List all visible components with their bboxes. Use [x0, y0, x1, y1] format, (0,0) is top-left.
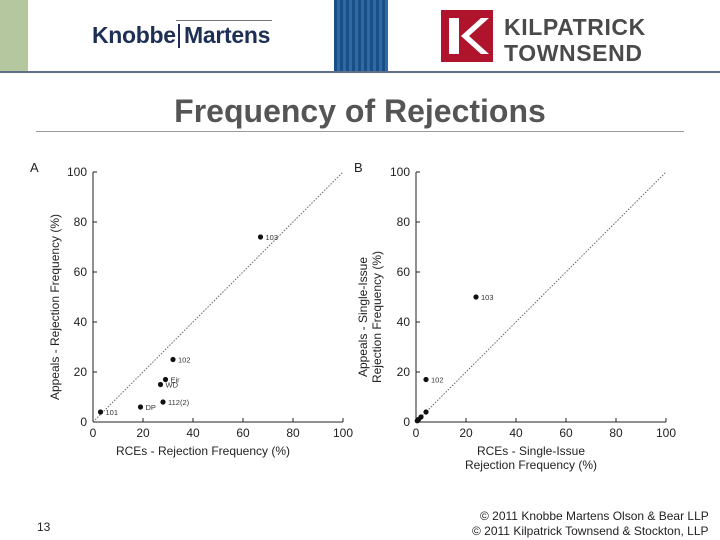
slide-title: Frequency of Rejections: [174, 93, 546, 129]
panel-a-letter: A: [30, 160, 39, 175]
panel-a-x-tick-label: 40: [186, 426, 200, 440]
panel-a-point: [160, 399, 166, 405]
panel-b-y-tick-label: 60: [397, 265, 411, 279]
panel-a-y-tick-label: 80: [74, 215, 88, 229]
panel-b-x-tick-label: 0: [413, 426, 420, 440]
header-green-band: [0, 0, 28, 72]
panel-b-y-tick-label: 80: [397, 215, 411, 229]
panel-b-diagonal-line: [415, 171, 667, 423]
header-divider: [0, 71, 720, 73]
panel-a-y-tick-label: 20: [74, 365, 88, 379]
panel-a-x-axis-title: RCEs - Rejection Frequency (%): [116, 444, 290, 458]
panel-b-y-tick-label: 20: [397, 365, 411, 379]
panel-a-point-label: Eir: [171, 376, 181, 385]
knobbe-logo-separator: [178, 24, 180, 48]
header-blue-band: [334, 0, 388, 72]
slide-header: Knobbe Martens KILPATRICK TOWNSEND: [0, 0, 720, 73]
panel-a-x-tick-label: 60: [236, 426, 250, 440]
panel-a-point-label: 102: [178, 356, 191, 365]
panel-b-x-axis-title: RCEs - Single-Issue Rejection Frequency (…: [465, 444, 597, 472]
knobbe-logo-word1: Knobbe: [92, 22, 176, 48]
panel-b-point: [414, 418, 420, 424]
panel-a-point: [137, 404, 144, 410]
panel-a-point-label: 103: [266, 233, 279, 242]
panel-b-y-tick-label: 40: [397, 315, 411, 329]
panel-a-point-label: WD: [166, 381, 179, 390]
kilpatrick-logo-mark-icon: [441, 10, 493, 62]
panel-b-point-label: 103: [481, 293, 494, 302]
panel-a-point-label: 112(2): [168, 398, 190, 407]
copyright-line-2: © 2011 Kilpatrick Townsend & Stockton, L…: [472, 524, 709, 538]
panel-b-point: [473, 294, 479, 300]
panel-b-y-tick-label: 0: [403, 415, 410, 429]
panel-a-point: [157, 381, 164, 388]
panel-a-y-tick-label: 40: [74, 315, 88, 329]
kilpatrick-logo-line1: KILPATRICK: [504, 14, 646, 40]
panel-b-x-tick-label: 40: [509, 426, 523, 440]
panel-a-point: [97, 409, 104, 415]
panel-a-point-label: DP: [146, 403, 156, 412]
knobbe-logo-rule: [176, 20, 272, 21]
panel-b-y-axis-title: Appeals - Single-IssueRejection Frequenc…: [356, 251, 384, 383]
panel-a-y-tick-label: 60: [74, 265, 88, 279]
panel-a-diagonal-line: [92, 171, 344, 423]
kilpatrick-k-icon: [449, 18, 489, 54]
panel-a-x-tick-label: 100: [333, 426, 353, 440]
panel-b-x-tick-label: 60: [559, 426, 573, 440]
panel-b-point: [423, 376, 429, 383]
panel-a-point: [170, 356, 176, 363]
slide-number: 13: [37, 520, 51, 534]
panel-a-y-axis-title: Appeals - Rejection Frequency (%): [48, 214, 62, 400]
panel-a-point: [162, 376, 169, 383]
panel-a-point-label: 101: [106, 408, 119, 417]
panel-a-x-tick-label: 0: [90, 426, 97, 440]
panel-b-point-label: 102: [431, 376, 444, 385]
knobbe-logo-word2: Martens: [184, 22, 271, 48]
title-underline: [36, 131, 684, 132]
panel-a-y-tick-label: 100: [67, 165, 87, 179]
kilpatrick-logo-line2: TOWNSEND: [504, 40, 643, 66]
panel-b-x-tick-label: 100: [656, 426, 676, 440]
panel-b-point: [423, 409, 429, 415]
copyright-line-1: © 2011 Knobbe Martens Olson & Bear LLP: [480, 509, 709, 523]
scatter-panel-b: B 0 20 40 60 80 100 0 20 40 60 80 100 103 102 RCEs - Si…: [354, 160, 676, 472]
panel-a-y-tick-label: 0: [80, 415, 87, 429]
panel-b-x-tick-label: 20: [459, 426, 473, 440]
header-logo-area-left: [28, 0, 334, 72]
panel-a-x-tick-label: 20: [136, 426, 150, 440]
panel-a-x-tick-label: 80: [286, 426, 300, 440]
panel-b-y-tick-label: 100: [390, 165, 410, 179]
panel-b-x-tick-label: 80: [609, 426, 623, 440]
panel-a-point: [257, 234, 264, 240]
panel-b-letter: B: [354, 160, 363, 175]
